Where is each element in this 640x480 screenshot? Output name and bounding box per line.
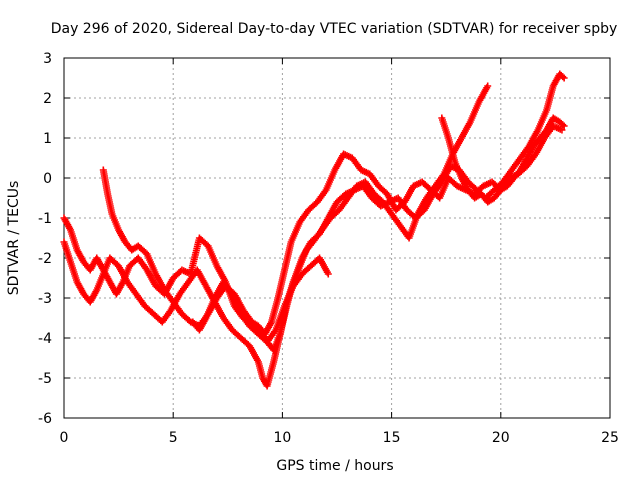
- data-point-marker: [484, 82, 492, 90]
- axis-ticks: [63, 57, 611, 419]
- x-tick-label: 25: [601, 430, 619, 446]
- y-tick-label: -4: [38, 331, 52, 347]
- y-axis-label: SDTVAR / TECUs: [6, 181, 22, 296]
- x-tick-label: 15: [383, 430, 401, 446]
- y-tick-label: 3: [43, 51, 52, 67]
- x-axis-label: GPS time / hours: [276, 458, 393, 474]
- y-tick-label: -1: [38, 211, 52, 227]
- x-tick-labels: 0 5 10 15 20 25: [60, 430, 619, 446]
- data-point-marker: [560, 74, 568, 82]
- x-tick-label: 10: [273, 430, 291, 446]
- y-tick-label: -2: [38, 251, 52, 267]
- x-tick-label: 5: [169, 430, 178, 446]
- plot-frame: [63, 57, 611, 419]
- y-tick-label: 2: [43, 91, 52, 107]
- y-tick-label: 0: [43, 171, 52, 187]
- data-points: [60, 70, 568, 390]
- y-tick-label: -6: [38, 411, 52, 427]
- data-point-marker: [324, 270, 332, 278]
- data-point-marker: [559, 73, 567, 81]
- x-tick-label: 20: [492, 430, 510, 446]
- data-point-marker: [559, 121, 567, 129]
- y-tick-label: -3: [38, 291, 52, 307]
- chart-title: Day 296 of 2020, Sidereal Day-to-day VTE…: [51, 21, 618, 37]
- y-tick-label: -5: [38, 371, 52, 387]
- data-point-marker: [560, 122, 568, 130]
- y-tick-label: 1: [43, 131, 52, 147]
- grid-lines: [64, 58, 610, 418]
- x-tick-label: 0: [60, 430, 69, 446]
- y-tick-labels: 3 2 1 0 -1 -2 -3 -4 -5 -6: [38, 51, 52, 427]
